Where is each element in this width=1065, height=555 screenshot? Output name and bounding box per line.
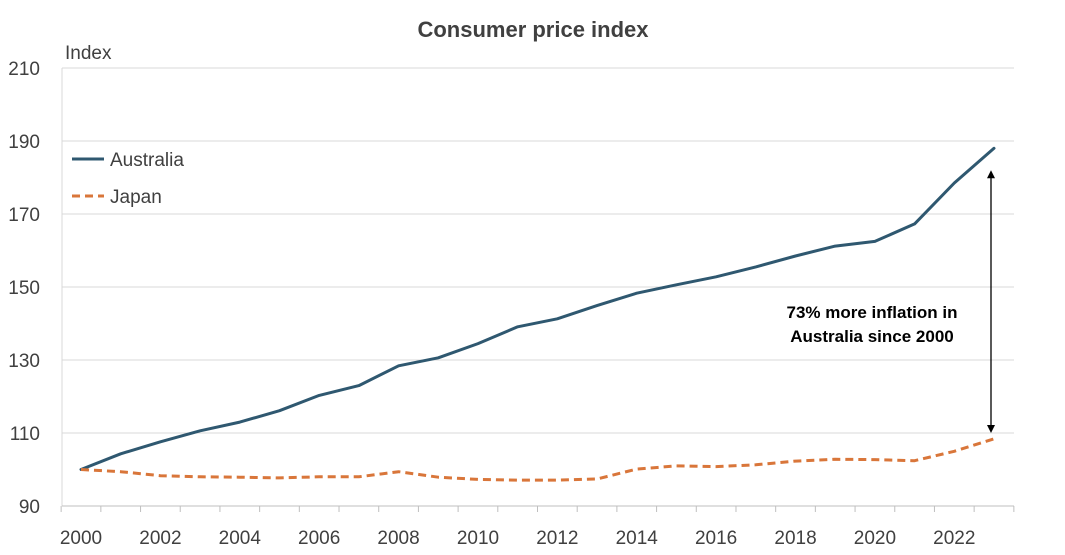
- y-tick-label: 190: [8, 132, 40, 153]
- x-tick-label: 2018: [774, 528, 816, 549]
- annotation-line-1: 73% more inflation in: [787, 303, 958, 322]
- x-tick-label: 2006: [298, 528, 340, 549]
- annotation: 73% more inflation in Australia since 20…: [787, 170, 995, 433]
- legend: Australia Japan: [72, 150, 184, 208]
- y-tick-label: 90: [19, 497, 40, 518]
- x-tick-label: 2000: [60, 528, 102, 549]
- x-tick-label: 2012: [536, 528, 578, 549]
- x-tick-label: 2016: [695, 528, 737, 549]
- legend-label-australia: Australia: [110, 150, 184, 171]
- gridlines: [61, 67, 1014, 506]
- legend-label-japan: Japan: [110, 187, 162, 208]
- y-tick-label: 130: [8, 351, 40, 372]
- y-tick-label: 170: [8, 205, 40, 226]
- y-tick-label: 110: [10, 424, 40, 445]
- x-tick-label: 2010: [457, 528, 499, 549]
- series-lines: [79, 146, 996, 482]
- y-tick-label: 150: [8, 278, 40, 299]
- series-line-japan: [80, 437, 995, 482]
- annotation-line-2: Australia since 2000: [790, 327, 953, 346]
- x-tick-label: 2008: [377, 528, 419, 549]
- x-tick-label: 2022: [933, 528, 975, 549]
- y-tick-label: 210: [8, 59, 40, 80]
- y-axis-unit-label: Index: [65, 43, 112, 64]
- x-tick-label: 2002: [139, 528, 181, 549]
- y-axis-ticks: 90 110 130 150 170 190 210: [8, 59, 40, 518]
- x-tick-label: 2004: [219, 528, 262, 549]
- x-axis-ticks: 2000 2002 2004 2006 2008 2010 2012 2014 2016 2018…: [60, 528, 976, 549]
- x-tick-label: 2014: [616, 528, 659, 549]
- annotation-arrowhead-bottom: [987, 425, 995, 433]
- x-axis: [60, 505, 1015, 512]
- series-line-australia: [79, 146, 996, 471]
- annotation-arrowhead-top: [987, 170, 995, 179]
- chart-title: Consumer price index: [417, 17, 649, 42]
- x-tick-label: 2020: [854, 528, 896, 549]
